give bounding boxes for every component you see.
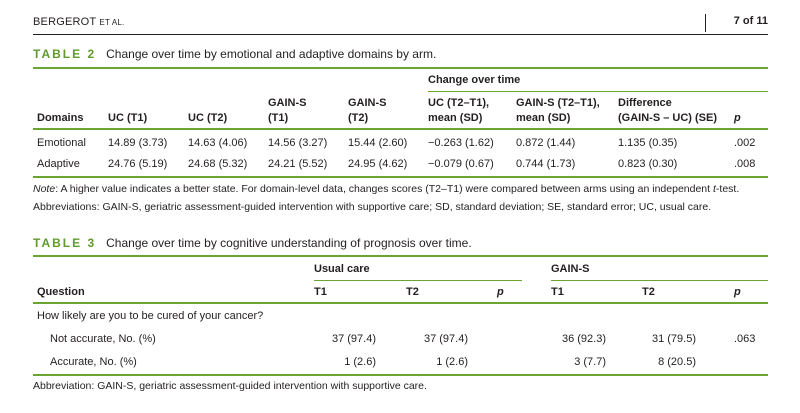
t2-row-emotional-domain: Emotional	[37, 137, 86, 149]
header-separator	[705, 14, 706, 32]
table2-caption: TABLE 2 Change over time by emotional and…	[33, 47, 436, 61]
et-al: ET AL.	[99, 18, 125, 27]
table3-caption: TABLE 3 Change over time by cognitive und…	[33, 236, 472, 250]
t3-row-not-accurate-gains-t1: 36 (92.3)	[561, 333, 606, 345]
t2-col-difference-line1: Difference	[618, 97, 672, 109]
t2-col-domains: Domains	[37, 112, 84, 124]
t2-row-emotional-difference: 1.135 (0.35)	[618, 137, 678, 149]
t2-row-emotional-uc-change: −0.263 (1.62)	[428, 137, 494, 149]
t3-row-accurate-usual-t1: 1 (2.6)	[344, 356, 376, 368]
t2-col-uc-t1: UC (T1)	[108, 112, 148, 124]
t2-col-uc-change-line2: mean (SD)	[428, 112, 483, 124]
t3-usual-spanner-rule	[314, 280, 522, 281]
t2-col-gains-t1-line2: (T1)	[268, 112, 289, 124]
page-number: 7 of 11	[733, 15, 768, 27]
running-header: BERGEROT ET AL. 7 of 11	[33, 12, 768, 35]
table2-bottom-rule	[33, 176, 768, 178]
t2-row-emotional-gains-change: 0.872 (1.44)	[516, 137, 576, 149]
table2-header-rule	[33, 128, 768, 130]
t2-row-adaptive-uc-t2: 24.68 (5.32)	[188, 158, 248, 170]
t3-question: How likely are you to be cured of your c…	[37, 310, 264, 322]
header-authors: BERGEROT ET AL.	[33, 16, 124, 28]
t2-row-emotional-uc-t1: 14.89 (3.73)	[108, 137, 168, 149]
t2-row-adaptive-gains-t1: 24.21 (5.52)	[268, 158, 328, 170]
t3-col-gains-p: p	[734, 286, 741, 298]
table3-bottom-rule	[33, 374, 768, 376]
table3-title: Change over time by cognitive understand…	[106, 236, 472, 250]
t3-group-gains: GAIN-S	[551, 263, 590, 275]
table2-abbreviations: Abbreviations: GAIN-S, geriatric assessm…	[33, 201, 712, 213]
note-label: Note	[33, 183, 56, 195]
t2-col-p: p	[734, 112, 741, 124]
t3-row-accurate-gains-t1: 3 (7.7)	[574, 356, 606, 368]
table2-note: Note: A higher value indicates a better …	[33, 181, 739, 197]
t2-row-adaptive-difference: 0.823 (0.30)	[618, 158, 678, 170]
table2-spanner: Change over time	[428, 74, 521, 86]
table3-top-rule	[33, 255, 768, 257]
t2-row-adaptive-p: .008	[734, 158, 756, 170]
t3-row-accurate-gains-t2: 8 (20.5)	[658, 356, 696, 368]
t3-col-question: Question	[37, 286, 85, 298]
t3-col-usual-t2: T2	[406, 286, 419, 298]
t2-col-uc-t2: UC (T2)	[188, 112, 228, 124]
t2-col-gains-t1-line1: GAIN-S	[268, 97, 307, 109]
t3-row-not-accurate-usual-t2: 37 (97.4)	[423, 333, 468, 345]
table3-abbreviations: Abbreviation: GAIN-S, geriatric assessme…	[33, 380, 427, 392]
table3-header-rule	[33, 302, 768, 304]
t3-col-gains-t1: T1	[551, 286, 564, 298]
t3-row-not-accurate-p: .063	[734, 333, 756, 345]
t3-row-not-accurate-label: Not accurate, No. (%)	[50, 333, 156, 345]
t2-row-emotional-uc-t2: 14.63 (4.06)	[188, 137, 248, 149]
table3-label: TABLE 3	[33, 236, 97, 250]
t3-gains-spanner-rule	[551, 280, 768, 281]
t2-col-gains-t2-line2: (T2)	[348, 112, 369, 124]
t2-row-emotional-gains-t1: 14.56 (3.27)	[268, 137, 328, 149]
t2-col-difference-line2: (GAIN-S – UC) (SE)	[618, 112, 717, 124]
table2-spanner-rule	[428, 91, 768, 92]
t3-row-accurate-label: Accurate, No. (%)	[50, 356, 137, 368]
t2-row-adaptive-gains-t2: 24.95 (4.62)	[348, 158, 408, 170]
t2-row-emotional-p: .002	[734, 137, 756, 149]
t3-group-usual-care: Usual care	[314, 263, 370, 275]
table2-label: TABLE 2	[33, 47, 97, 61]
t2-col-gains-t2-line1: GAIN-S	[348, 97, 387, 109]
t2-col-gains-change-line2: mean (SD)	[516, 112, 571, 124]
t2-row-emotional-gains-t2: 15.44 (2.60)	[348, 137, 408, 149]
t2-col-uc-change-line1: UC (T2–T1),	[428, 97, 490, 109]
t2-col-gains-change-line1: GAIN-S (T2–T1),	[516, 97, 600, 109]
t2-row-adaptive-uc-change: −0.079 (0.67)	[428, 158, 494, 170]
t3-row-not-accurate-usual-t1: 37 (97.4)	[331, 333, 376, 345]
author-name: BERGEROT	[33, 16, 97, 28]
table2-title: Change over time by emotional and adapti…	[106, 47, 437, 61]
note-text-2: -test.	[715, 183, 740, 195]
t2-row-adaptive-gains-change: 0.744 (1.73)	[516, 158, 576, 170]
table2-top-rule	[33, 67, 768, 69]
t3-col-usual-t1: T1	[314, 286, 327, 298]
note-t: t	[712, 183, 716, 195]
t3-row-not-accurate-gains-t2: 31 (79.5)	[651, 333, 696, 345]
t2-row-adaptive-domain: Adaptive	[37, 158, 80, 170]
note-text-1: : A higher value indicates a better stat…	[55, 183, 713, 195]
t3-col-gains-t2: T2	[642, 286, 655, 298]
t2-row-adaptive-uc-t1: 24.76 (5.19)	[108, 158, 168, 170]
t3-row-accurate-usual-t2: 1 (2.6)	[436, 356, 468, 368]
t3-col-usual-p: p	[497, 286, 504, 298]
